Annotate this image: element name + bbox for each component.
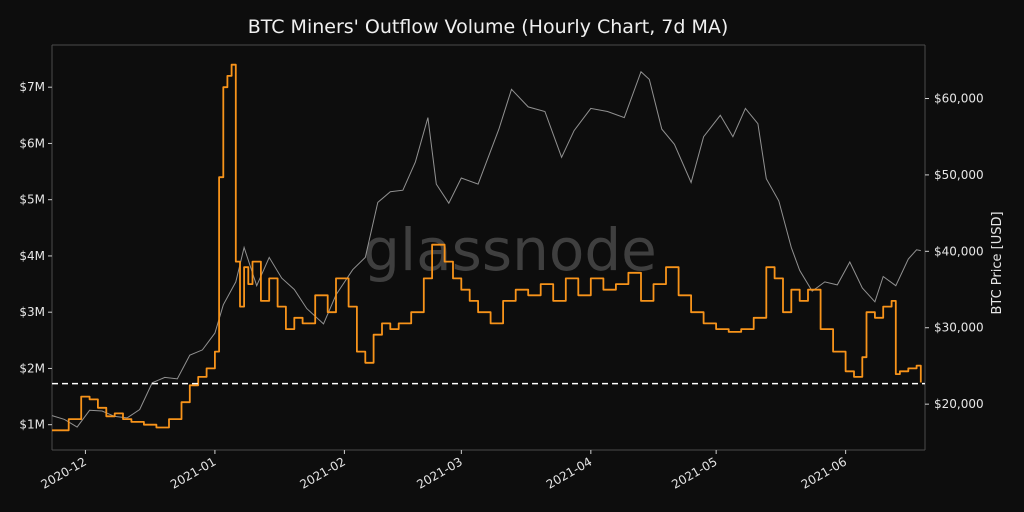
y-left-tick-label: $5M <box>19 193 45 207</box>
x-tick-label: 2021-04 <box>544 454 594 491</box>
y-left-tick-label: $6M <box>19 136 45 150</box>
y-left-tick-label: $7M <box>19 80 45 94</box>
x-tick-label: 2021-06 <box>799 454 849 491</box>
watermark: glassnode <box>363 216 657 284</box>
y-left-tick-label: $3M <box>19 305 45 319</box>
series-line-left <box>52 63 922 432</box>
y-left-tick-label: $4M <box>19 249 45 263</box>
y-right-tick-label: $40,000 <box>934 244 984 258</box>
y-right-tick-label: $50,000 <box>934 168 984 182</box>
chart-title: BTC Miners' Outflow Volume (Hourly Chart… <box>248 16 729 38</box>
series-line-right <box>51 70 921 428</box>
y-right-tick-label: $20,000 <box>934 397 984 411</box>
x-tick-label: 2021-01 <box>168 454 218 491</box>
y-left-tick-label: $2M <box>19 361 45 375</box>
y-right-tick-label: $60,000 <box>934 91 984 105</box>
y-left-tick-label: $1M <box>19 418 45 432</box>
x-tick-label: 2021-02 <box>297 454 347 491</box>
y-axis-right-label: BTC Price [USD] <box>990 211 1005 314</box>
x-tick-label: 2020-12 <box>38 454 88 491</box>
y-right-tick-label: $30,000 <box>934 321 984 335</box>
x-tick-label: 2021-03 <box>414 454 464 491</box>
x-tick-label: 2021-05 <box>669 454 719 491</box>
